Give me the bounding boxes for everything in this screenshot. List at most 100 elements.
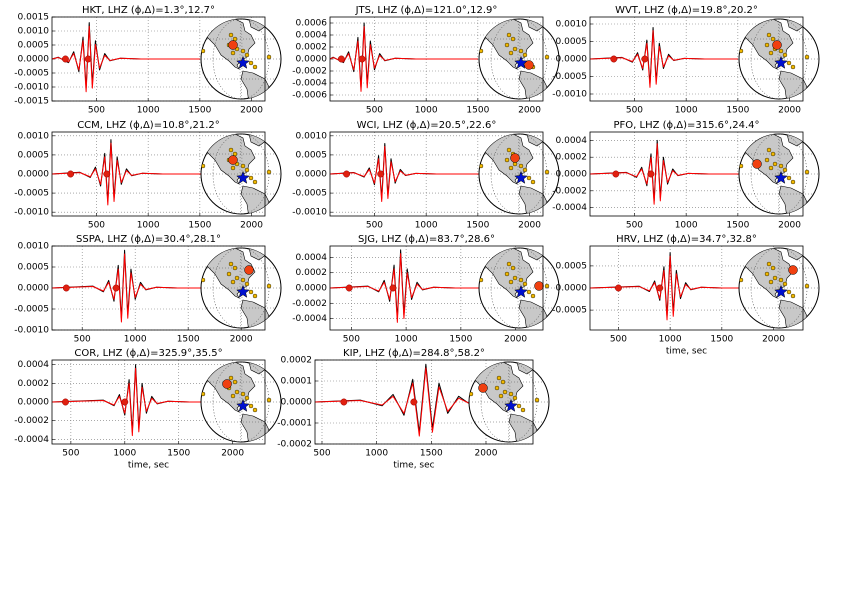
y-tick-label: -0.0004	[292, 79, 327, 89]
phase-pick	[61, 55, 69, 63]
x-tick-label: 500	[343, 335, 360, 345]
phase-pick	[62, 284, 70, 292]
y-tick-label: 0.0000	[556, 55, 588, 65]
y-tick-label: 0.0002	[296, 268, 328, 278]
station	[228, 147, 234, 153]
phase-pick	[337, 55, 345, 63]
x-tick-label: 2000	[762, 335, 785, 345]
panel: 0.0010 0.0005 0.0000 -0.0005 -0.0010 500 1000 1…	[14, 234, 282, 345]
station	[512, 46, 518, 52]
station	[508, 50, 514, 56]
plot-area	[52, 364, 212, 437]
x-tick-label: 1000	[415, 221, 438, 231]
x-tick-label: 1500	[188, 221, 211, 231]
plot-area	[52, 139, 211, 206]
event-star	[236, 170, 250, 184]
station	[786, 175, 792, 181]
y-tick-label: -0.0010	[292, 208, 327, 218]
y-tick-label: -0.0005	[14, 305, 49, 315]
y-tick-label: -0.0006	[292, 91, 327, 101]
plot-area	[330, 249, 494, 323]
y-tick-label: -0.0010	[14, 326, 49, 336]
event-star	[514, 284, 528, 298]
y-tick-label: 0.0005	[296, 150, 328, 160]
x-tick-label: 2000	[518, 221, 541, 231]
station	[252, 179, 258, 185]
station	[534, 397, 540, 403]
globe-inner	[469, 362, 549, 442]
y-tick-label: -0.0015	[14, 97, 49, 107]
station	[232, 265, 238, 271]
station	[782, 167, 788, 173]
x-tick-label: 1500	[466, 221, 489, 231]
phase-pick	[410, 398, 418, 406]
x-tick-label: 1000	[365, 449, 388, 459]
waveform	[52, 367, 212, 437]
phase-pick	[358, 55, 366, 63]
event-star	[236, 284, 250, 298]
station	[518, 277, 524, 283]
station	[266, 54, 272, 60]
station	[508, 279, 514, 285]
phase-pick	[84, 55, 92, 63]
event-star	[774, 55, 788, 69]
station	[266, 283, 272, 289]
waveform	[590, 30, 738, 88]
x-tick-label: 500	[610, 335, 627, 345]
station	[228, 261, 234, 267]
plot-area	[330, 142, 489, 202]
waveform	[590, 255, 753, 321]
y-tick-label: -0.0002	[552, 186, 587, 196]
station	[770, 151, 776, 157]
y-tick-label: -0.0001	[277, 419, 312, 429]
station	[240, 391, 246, 397]
station	[544, 169, 550, 175]
globe-inner	[739, 248, 819, 328]
y-tick-label: 0.0000	[556, 284, 588, 294]
station	[778, 48, 784, 54]
waveform	[330, 146, 489, 202]
station	[508, 165, 514, 171]
station	[530, 293, 536, 299]
x-tick-label: 500	[74, 335, 91, 345]
phase-pick	[612, 170, 620, 178]
x-tick-label: 1000	[137, 106, 160, 116]
station	[252, 407, 258, 413]
station	[764, 42, 770, 48]
panel: 0.0005 0.0000 -0.0005 500 1000 1500 2000 HRV, L…	[552, 234, 820, 357]
y-tick-label: 0.0010	[556, 20, 588, 30]
station	[248, 60, 254, 66]
station	[230, 393, 236, 399]
panel-title: HKT, LHZ (ϕ,Δ)=1.3°,12.7°	[82, 5, 215, 16]
station	[770, 265, 776, 271]
y-tick-label: -0.0004	[14, 435, 49, 445]
panel: 0.0004 0.0002 0.0000 -0.0002 -0.0004 500 1000 1…	[292, 234, 560, 345]
x-tick-label: 2000	[240, 221, 263, 231]
target-station	[228, 40, 238, 50]
globe-inner	[201, 134, 281, 214]
y-tick-label: -0.0005	[14, 189, 49, 199]
station	[498, 393, 504, 399]
axes-frame	[329, 131, 544, 217]
plot-area	[52, 22, 200, 93]
station	[506, 261, 512, 267]
x-tick-label: 1000	[675, 221, 698, 231]
y-tick-label: 0.0001	[281, 377, 313, 387]
station	[248, 175, 254, 181]
waveform	[52, 142, 211, 206]
plot-area	[590, 139, 759, 205]
phase-pick	[67, 170, 75, 178]
x-tick-label: 1500	[466, 106, 489, 116]
station	[764, 157, 770, 163]
y-tick-label: 0.0000	[18, 284, 50, 294]
station	[230, 50, 236, 56]
y-tick-label: 0.0002	[18, 379, 50, 389]
x-tick-label: 500	[88, 106, 105, 116]
y-tick-label: -0.0005	[292, 189, 327, 199]
station	[228, 375, 234, 381]
x-tick-label: 1000	[124, 335, 147, 345]
phase-pick	[614, 284, 622, 292]
station	[244, 52, 250, 58]
station	[508, 391, 514, 397]
plot-area	[590, 27, 738, 88]
